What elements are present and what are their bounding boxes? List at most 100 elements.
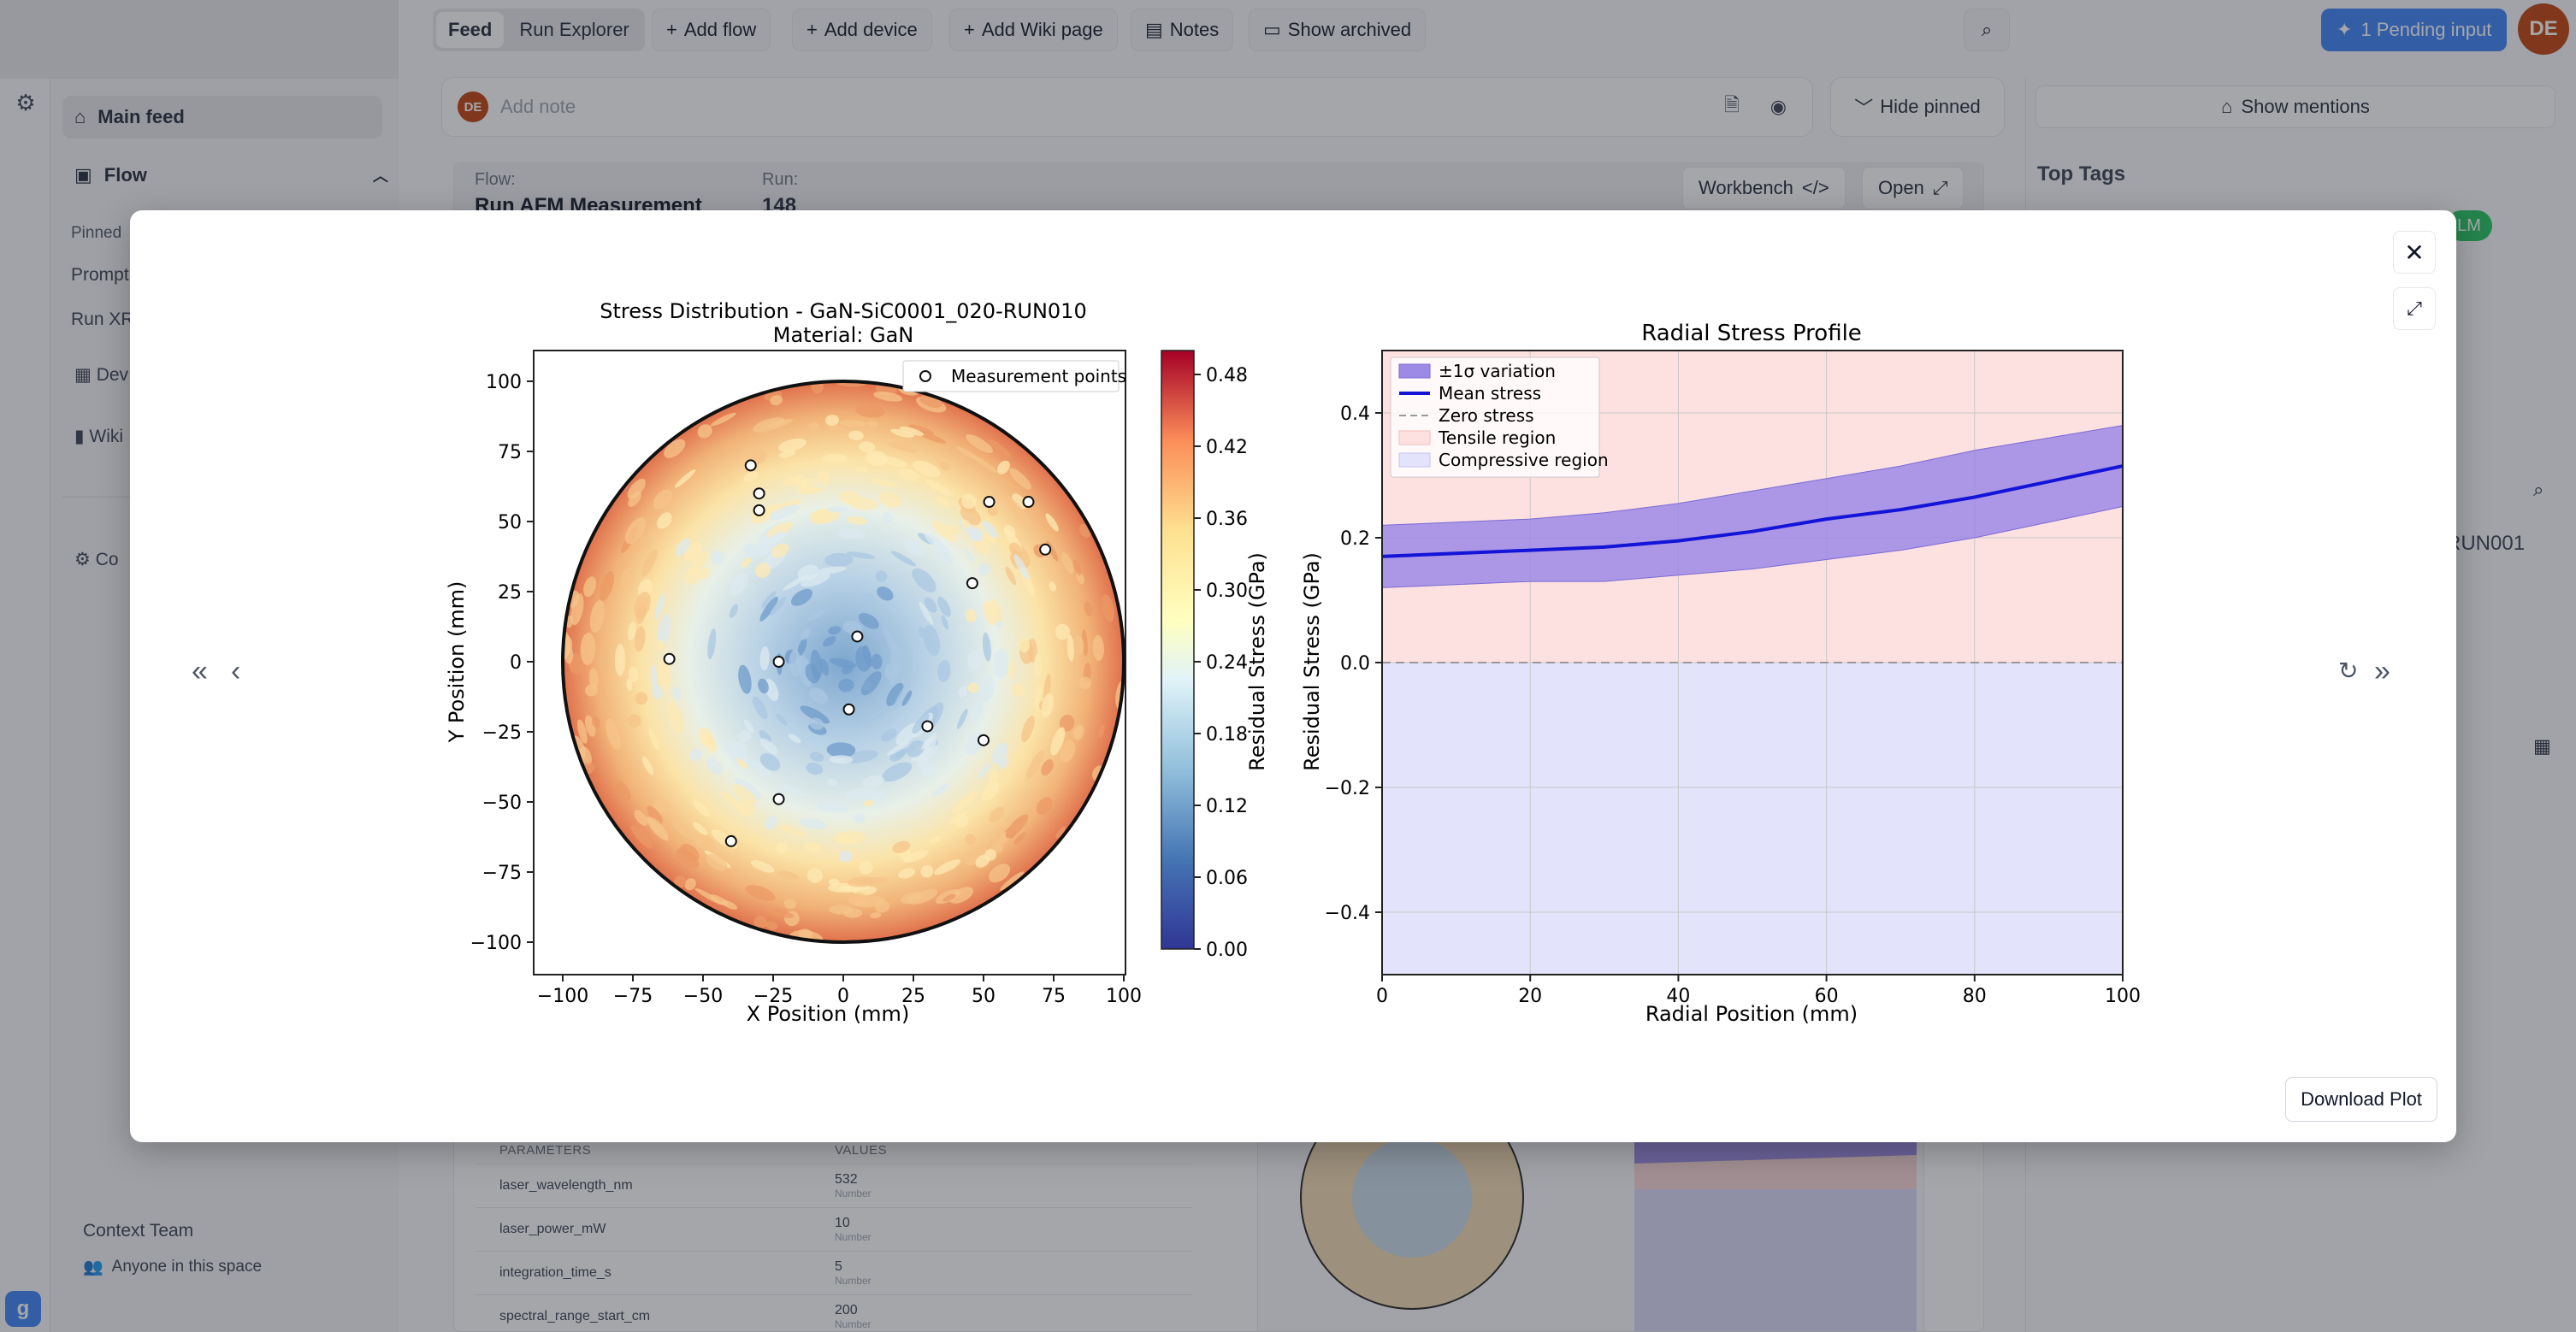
y-tick-label: 75 — [498, 442, 522, 463]
legend-zero: Zero stress — [1439, 405, 1534, 426]
contour-patch — [930, 835, 941, 844]
sidebar-item-run[interactable]: Run XR — [71, 309, 134, 329]
y-tick-label: 25 — [498, 582, 522, 604]
contour-patch — [692, 822, 708, 835]
contour-patch — [1102, 594, 1115, 622]
hide-pinned-button[interactable]: ﹀ Hide pinned — [1830, 77, 2005, 137]
close-icon[interactable]: ✕ — [2393, 231, 2436, 274]
contour-patch — [939, 461, 951, 471]
contour-patch — [967, 650, 983, 671]
space-visibility[interactable]: 👥 Anyone in this space — [83, 1258, 263, 1276]
open-button[interactable]: Open ⤢ — [1862, 167, 1964, 209]
app-logo[interactable]: g — [5, 1291, 41, 1327]
contour-patch — [858, 612, 879, 629]
add-device-button[interactable]: + Add device — [792, 9, 932, 51]
show-mentions-button[interactable]: ⌂ Show mentions — [2035, 85, 2555, 128]
user-avatar[interactable]: DE — [2518, 3, 2569, 55]
contour-patch — [809, 509, 831, 525]
add-wiki-page-button[interactable]: + Add Wiki page — [949, 9, 1118, 51]
contour-patch — [641, 756, 654, 775]
expand-icon: ⤢ — [1932, 177, 1948, 198]
contour-patch — [1004, 495, 1027, 521]
contour-patch — [625, 517, 647, 545]
measurement-point — [842, 703, 855, 716]
colorbar-tick-label: 0.48 — [1206, 365, 1248, 386]
pinned-label: Pinned — [71, 224, 122, 242]
contour-patch — [937, 659, 951, 682]
contour-patch — [989, 598, 1003, 622]
sidebar-item-wiki[interactable]: ▮ Wiki — [74, 427, 124, 446]
contour-patch — [890, 641, 902, 672]
add-note-bar[interactable]: DE Add note 🗎 ◉ — [441, 77, 1813, 137]
contour-patch — [614, 644, 626, 676]
contour-patch — [1021, 716, 1035, 743]
last-image-icon[interactable]: » — [2374, 655, 2390, 687]
contour-patch — [907, 889, 938, 905]
contour-patch — [634, 810, 648, 826]
contour-patch — [776, 639, 787, 653]
workbench-button[interactable]: Workbench </> — [1682, 167, 1846, 209]
fullscreen-icon[interactable]: ⤢ — [2393, 287, 2436, 330]
plot-modal: Stress Distribution - GaN-SiC0001_020-RU… — [130, 210, 2456, 1142]
run-chip[interactable]: RUN001 — [2446, 532, 2526, 555]
settings-gear-icon[interactable]: ⚙ — [15, 89, 36, 115]
contour-patch — [1041, 759, 1054, 776]
contour-patch — [652, 684, 663, 700]
contour-patch — [697, 424, 712, 439]
x-tick-label: 0 — [837, 986, 849, 1007]
search-button[interactable]: ⌕ — [1964, 9, 2010, 51]
tab-feed[interactable]: Feed — [436, 12, 505, 48]
wafer-contour-map — [563, 381, 1124, 942]
contour-patch — [629, 666, 639, 683]
sidebar-item-context[interactable]: ⚙ Co — [74, 550, 119, 569]
y-tick-label: −100 — [470, 933, 522, 954]
sidebar-item-main-feed[interactable]: ⌂ Main feed — [62, 96, 382, 139]
contour-patch — [1078, 523, 1090, 539]
contour-patch — [759, 730, 772, 744]
contour-patch — [966, 434, 994, 454]
contour-patch — [759, 596, 778, 622]
contour-patch — [862, 799, 875, 807]
previous-image-icon[interactable]: ‹ — [231, 655, 241, 687]
refresh-icon[interactable]: ↻ — [2338, 657, 2359, 684]
contour-patch — [777, 825, 806, 836]
notes-button[interactable]: ▤ Notes — [1131, 9, 1234, 51]
contour-patch — [882, 762, 913, 782]
contour-patch — [932, 784, 948, 797]
sidebar-item-prompt[interactable]: Prompt — [71, 265, 129, 285]
right-search-icon[interactable]: ⌕ — [2533, 479, 2544, 500]
y-tick-label: −50 — [482, 793, 522, 814]
colorbar-tick-label: 0.06 — [1206, 868, 1248, 889]
contour-patch — [982, 521, 999, 539]
contour-patch — [846, 551, 876, 559]
y-tick-label: 0 — [510, 652, 522, 674]
contour-patch — [878, 491, 902, 508]
contour-patch — [981, 782, 999, 801]
first-image-icon[interactable]: « — [192, 655, 208, 687]
chevron-up-icon[interactable]: ︿ — [372, 168, 388, 185]
download-plot-button[interactable]: Download Plot — [2285, 1077, 2437, 1122]
contour-patch — [656, 639, 664, 651]
contour-patch — [650, 664, 658, 690]
add-flow-button[interactable]: + Add flow — [652, 9, 771, 51]
contour-patch — [977, 563, 991, 576]
colorbar-label: Residual Stress (GPa) — [1245, 552, 1269, 771]
add-note-input[interactable]: Add note — [500, 96, 576, 117]
contour-patch — [736, 799, 754, 816]
tab-run-explorer[interactable]: Run Explorer — [519, 19, 629, 40]
sparkle-icon: ✦ — [2337, 19, 2353, 40]
camera-icon[interactable]: ◉ — [1770, 96, 1787, 117]
contour-patch — [758, 678, 769, 694]
pending-input-button[interactable]: ✦ 1 Pending input — [2321, 9, 2508, 51]
sidebar-section-flow[interactable]: ▣ Flow ︿ — [74, 164, 388, 186]
show-archived-button[interactable]: ▭ Show archived — [1249, 9, 1427, 51]
attach-file-icon[interactable]: 🗎 — [1724, 94, 1740, 115]
sidebar-item-devices[interactable]: ▦ Dev — [74, 365, 129, 385]
contour-patch — [942, 893, 956, 902]
contour-patch — [776, 713, 788, 726]
contour-patch — [890, 551, 917, 567]
contour-patch — [1061, 552, 1074, 575]
contour-patch — [576, 719, 588, 744]
contour-patch — [599, 571, 615, 602]
calendar-icon[interactable]: ▦ — [2533, 735, 2551, 757]
